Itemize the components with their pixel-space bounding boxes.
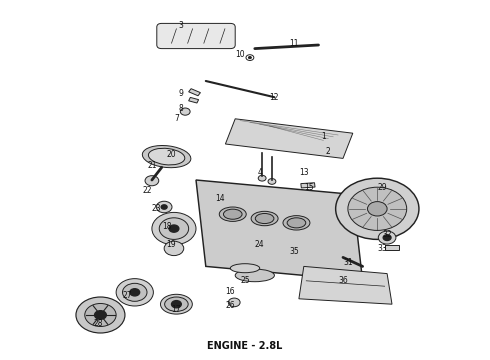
Text: 13: 13 [299,168,309,177]
Ellipse shape [148,148,185,165]
Text: 22: 22 [142,186,152,195]
Circle shape [172,301,181,308]
Ellipse shape [287,218,306,228]
Polygon shape [299,266,392,304]
Text: 16: 16 [225,287,235,296]
Circle shape [368,202,387,216]
Ellipse shape [223,209,242,219]
Polygon shape [196,180,363,281]
Text: 20: 20 [167,150,176,159]
Circle shape [152,212,196,245]
Circle shape [248,57,251,59]
Text: 4: 4 [257,168,262,177]
Ellipse shape [160,294,193,314]
Circle shape [169,225,179,232]
Circle shape [85,303,116,327]
Circle shape [164,241,184,256]
Circle shape [378,231,396,244]
Text: 36: 36 [338,276,348,285]
Text: 23: 23 [152,204,162,213]
Text: 35: 35 [289,248,299,256]
Circle shape [122,283,147,301]
Ellipse shape [230,264,260,273]
Polygon shape [225,119,353,158]
Text: 25: 25 [240,276,250,285]
Text: 26: 26 [225,302,235,310]
Text: 2: 2 [326,147,331,156]
Text: 7: 7 [174,114,179,123]
Circle shape [95,311,106,319]
Text: 29: 29 [377,183,387,192]
Ellipse shape [255,213,274,224]
Circle shape [383,235,391,240]
Text: 19: 19 [167,240,176,249]
Ellipse shape [142,145,191,168]
Circle shape [116,279,153,306]
Bar [301,183,315,188]
Circle shape [156,201,172,213]
Text: 15: 15 [304,183,314,192]
Text: 31: 31 [343,258,353,267]
FancyBboxPatch shape [157,23,235,49]
Text: 12: 12 [270,93,279,102]
Ellipse shape [235,269,274,282]
Circle shape [161,205,167,209]
Ellipse shape [251,211,278,226]
Text: 21: 21 [147,161,157,170]
Text: 18: 18 [162,222,172,231]
Text: 27: 27 [122,291,132,300]
Text: 1: 1 [321,132,326,141]
Text: 14: 14 [216,194,225,202]
Circle shape [336,178,419,239]
Bar [385,245,399,250]
Text: 17: 17 [172,305,181,314]
Text: 32: 32 [382,230,392,239]
Bar [189,98,198,103]
Circle shape [180,108,190,115]
Circle shape [159,218,189,239]
Circle shape [258,175,266,181]
Text: 3: 3 [179,21,184,30]
Text: 11: 11 [289,39,299,48]
Circle shape [348,187,407,230]
Text: ENGINE - 2.8L: ENGINE - 2.8L [207,341,283,351]
Text: 9: 9 [179,89,184,98]
Ellipse shape [165,297,188,311]
Bar [189,89,200,96]
Text: 24: 24 [255,240,265,249]
Text: 8: 8 [179,104,184,113]
Circle shape [76,297,125,333]
Text: 33: 33 [377,244,387,253]
Circle shape [268,179,276,184]
Text: 28: 28 [93,320,103,328]
Circle shape [130,289,140,296]
Ellipse shape [283,216,310,230]
Circle shape [228,298,240,307]
Circle shape [145,176,159,186]
Ellipse shape [220,207,246,221]
Text: 10: 10 [235,50,245,59]
